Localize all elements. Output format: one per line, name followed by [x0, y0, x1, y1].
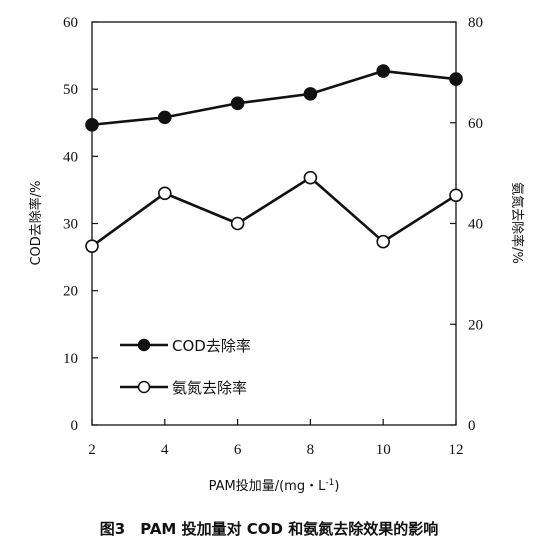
- left-tick-label: 50: [63, 82, 78, 98]
- left-tick-label: 10: [63, 351, 78, 367]
- legend: COD去除率 氨氮去除率: [120, 337, 251, 397]
- right-tick-label: 0: [468, 418, 476, 434]
- data-point-1-4: [376, 234, 391, 249]
- legend-label-cod: COD去除率: [172, 337, 251, 355]
- x-tick-label: 4: [161, 442, 169, 458]
- left-tick-label: 40: [63, 149, 78, 165]
- data-point-1-0: [85, 239, 99, 253]
- x-tick-label: 10: [376, 442, 391, 458]
- legend-marker-ammonia: [137, 380, 151, 394]
- series-layer: [85, 64, 463, 253]
- series-line-0: [91, 69, 457, 127]
- right-y-axis: 0 20 40 60 80: [450, 15, 483, 434]
- data-point-0-4: [376, 64, 391, 78]
- legend-marker-cod: [137, 338, 151, 352]
- left-tick-label: 60: [63, 15, 78, 31]
- right-tick-label: 20: [468, 317, 483, 333]
- left-tick-label: 0: [71, 418, 79, 434]
- series-line-1: [91, 176, 457, 248]
- data-point-1-5: [449, 188, 463, 203]
- right-y-axis-label: 氨氮去除率/%: [509, 182, 525, 264]
- data-point-1-1: [158, 186, 172, 201]
- x-tick-label: 8: [307, 442, 315, 458]
- data-point-0-0: [85, 117, 99, 132]
- data-point-0-1: [158, 110, 172, 125]
- left-tick-label: 30: [63, 217, 78, 233]
- data-point-1-3: [303, 170, 318, 185]
- left-y-axis: 0 10 20 30 40 50 60: [63, 15, 98, 434]
- x-axis: 2 4 6 8 10 12: [88, 419, 464, 458]
- x-tick-label: 6: [234, 442, 242, 458]
- x-axis-label: PAM投加量/(mg・L-1): [209, 478, 340, 494]
- figure-caption: 图3 PAM 投加量对 COD 和氨氮去除效果的影响: [99, 520, 439, 538]
- right-tick-label: 60: [468, 116, 483, 132]
- plot-frame: [91, 21, 457, 426]
- right-tick-label: 40: [468, 217, 483, 233]
- left-y-axis-label: COD去除率/%: [28, 180, 44, 265]
- x-tick-label: 12: [449, 442, 464, 458]
- data-point-0-5: [449, 72, 463, 86]
- data-point-0-2: [230, 96, 245, 111]
- left-tick-label: 20: [63, 284, 78, 300]
- chart: 0 10 20 30 40 50 60 0 20 40 60 80 2 4 6 8 10 12 PAM投加量/…: [28, 15, 525, 494]
- x-tick-label: 2: [88, 442, 96, 458]
- legend-label-ammonia: 氨氮去除率: [172, 379, 247, 397]
- data-point-0-3: [303, 87, 318, 101]
- data-point-1-2: [230, 216, 245, 231]
- right-tick-label: 80: [468, 15, 483, 31]
